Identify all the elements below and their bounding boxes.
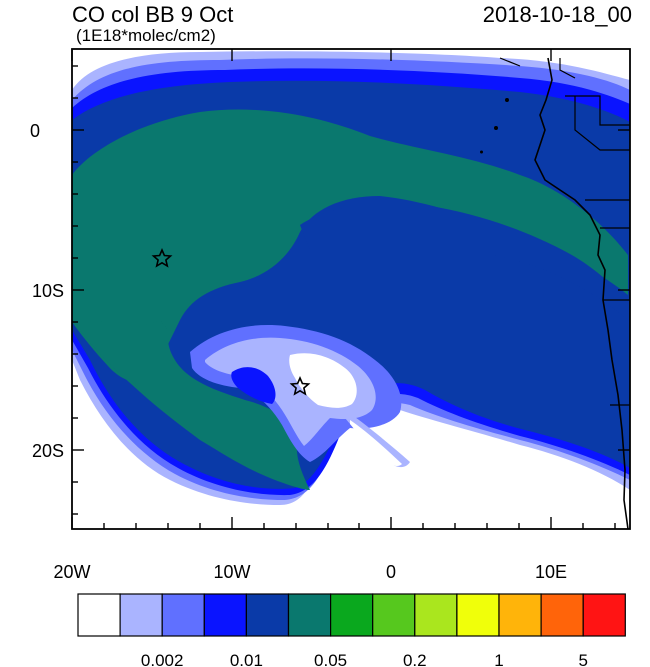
colorbar-swatch bbox=[119, 593, 163, 637]
x-tick-label: 20W bbox=[53, 562, 90, 582]
star-marker-north bbox=[151, 247, 173, 268]
colorbar-label: 0.2 bbox=[403, 651, 427, 667]
colorbar-swatch bbox=[414, 593, 458, 637]
contour-whorl-core bbox=[231, 367, 276, 404]
contour-level-5 bbox=[72, 109, 628, 383]
co-field bbox=[72, 49, 630, 529]
colorbar-swatch bbox=[540, 593, 584, 637]
x-tick-label: 10W bbox=[213, 562, 250, 582]
colorbar-swatch bbox=[161, 593, 205, 637]
colorbar-swatch bbox=[245, 593, 290, 637]
colorbar-swatch bbox=[498, 593, 542, 637]
border-lines bbox=[499, 57, 630, 406]
map-units: (1E18*molec/cm2) bbox=[76, 26, 216, 45]
map-title: CO col BB 9 Oct bbox=[72, 2, 234, 27]
y-tick-label: 0 bbox=[30, 121, 40, 141]
colorbar-label: 1 bbox=[494, 651, 503, 667]
colorbar-swatch bbox=[287, 593, 332, 637]
x-tick-label: 10E bbox=[535, 562, 567, 582]
colorbar-label: 0.05 bbox=[314, 651, 347, 667]
contour-level-5-lobe bbox=[72, 320, 310, 490]
colorbar-label: 0.002 bbox=[141, 651, 184, 667]
x-tick-label: 0 bbox=[386, 562, 396, 582]
colorbar-swatch bbox=[203, 593, 248, 637]
x-axis-ticks bbox=[71, 49, 616, 529]
plot-frame bbox=[71, 48, 631, 530]
contour-streak-1 bbox=[345, 410, 410, 468]
colorbar-swatch bbox=[77, 593, 121, 637]
colorbar-swatch bbox=[372, 593, 416, 637]
y-tick-label: 10S bbox=[32, 281, 64, 301]
map-date: 2018-10-18_00 bbox=[482, 2, 632, 27]
y-tick-label: 20S bbox=[32, 441, 64, 461]
colorbar-label: 5 bbox=[578, 651, 587, 667]
star-marker-south bbox=[289, 375, 311, 396]
contour-interior bbox=[300, 203, 628, 320]
colorbar-swatch bbox=[456, 593, 500, 637]
coastline-africa bbox=[534, 57, 629, 529]
colorbar-swatch bbox=[582, 593, 626, 637]
colorbar-labels: 0.002 0.01 0.05 0.2 1 5 bbox=[141, 651, 588, 667]
colorbar-swatch bbox=[330, 593, 374, 637]
contour-streak-2 bbox=[350, 420, 402, 466]
colorbar bbox=[77, 593, 626, 637]
colorbar-label: 0.01 bbox=[230, 651, 263, 667]
y-axis-ticks bbox=[72, 65, 630, 515]
